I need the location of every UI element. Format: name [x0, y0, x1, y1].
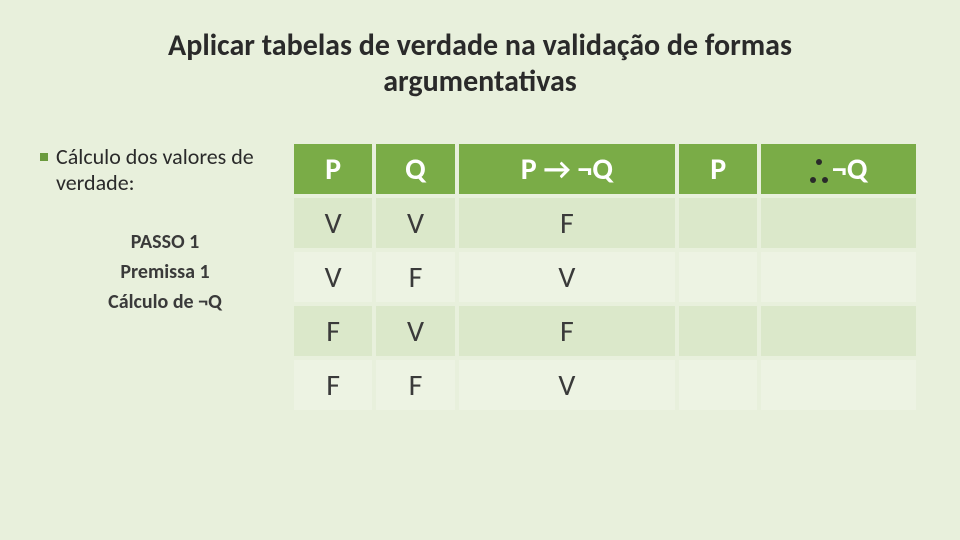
- cell: [679, 360, 757, 410]
- steps-block: PASSO 1 Premissa 1 Cálculo de ¬Q: [40, 227, 290, 317]
- cell: [761, 252, 916, 302]
- cell: V: [376, 198, 454, 248]
- step-line-3: Cálculo de ¬Q: [40, 287, 290, 317]
- table-row: V V F: [294, 198, 916, 248]
- therefore-icon: [810, 159, 828, 183]
- title-line-1: Aplicar tabelas de verdade na validação …: [168, 27, 792, 64]
- left-panel: Cálculo dos valores de verdade: PASSO 1 …: [40, 140, 290, 414]
- header-conclusion: ¬Q: [761, 144, 916, 194]
- cell: V: [459, 252, 675, 302]
- cell: [679, 198, 757, 248]
- header-q: Q: [376, 144, 454, 194]
- table-row: V F V: [294, 252, 916, 302]
- cell: F: [459, 198, 675, 248]
- table-body: V V F V F V F V: [294, 198, 916, 410]
- cell: V: [294, 252, 372, 302]
- truth-table: P Q P → ¬Q P ¬Q V V: [290, 140, 920, 414]
- cell: [761, 306, 916, 356]
- cell: [679, 306, 757, 356]
- cell: F: [376, 252, 454, 302]
- cell: [679, 252, 757, 302]
- table-row: F V F: [294, 306, 916, 356]
- slide-title: Aplicar tabelas de verdade na validação …: [0, 0, 960, 100]
- table-row: F F V: [294, 360, 916, 410]
- cell: [761, 360, 916, 410]
- step-line-2: Premissa 1: [40, 257, 290, 287]
- cell: V: [294, 198, 372, 248]
- cell: V: [376, 306, 454, 356]
- header-notq: ¬Q: [832, 151, 868, 188]
- title-line-2: argumentativas: [383, 63, 577, 100]
- header-p2: P: [679, 144, 757, 194]
- cell: V: [459, 360, 675, 410]
- bullet-text: Cálculo dos valores de verdade:: [56, 144, 290, 197]
- table-header-row: P Q P → ¬Q P ¬Q: [294, 144, 916, 194]
- step-line-1: PASSO 1: [40, 227, 290, 257]
- bullet-item: Cálculo dos valores de verdade:: [40, 144, 290, 197]
- table-panel: P Q P → ¬Q P ¬Q V V: [290, 140, 920, 414]
- header-impl: P → ¬Q: [459, 144, 675, 194]
- cell: F: [294, 306, 372, 356]
- bullet-square-icon: [40, 153, 48, 161]
- cell: [761, 198, 916, 248]
- content-area: Cálculo dos valores de verdade: PASSO 1 …: [0, 100, 960, 414]
- cell: F: [294, 360, 372, 410]
- cell: F: [376, 360, 454, 410]
- cell: F: [459, 306, 675, 356]
- header-p: P: [294, 144, 372, 194]
